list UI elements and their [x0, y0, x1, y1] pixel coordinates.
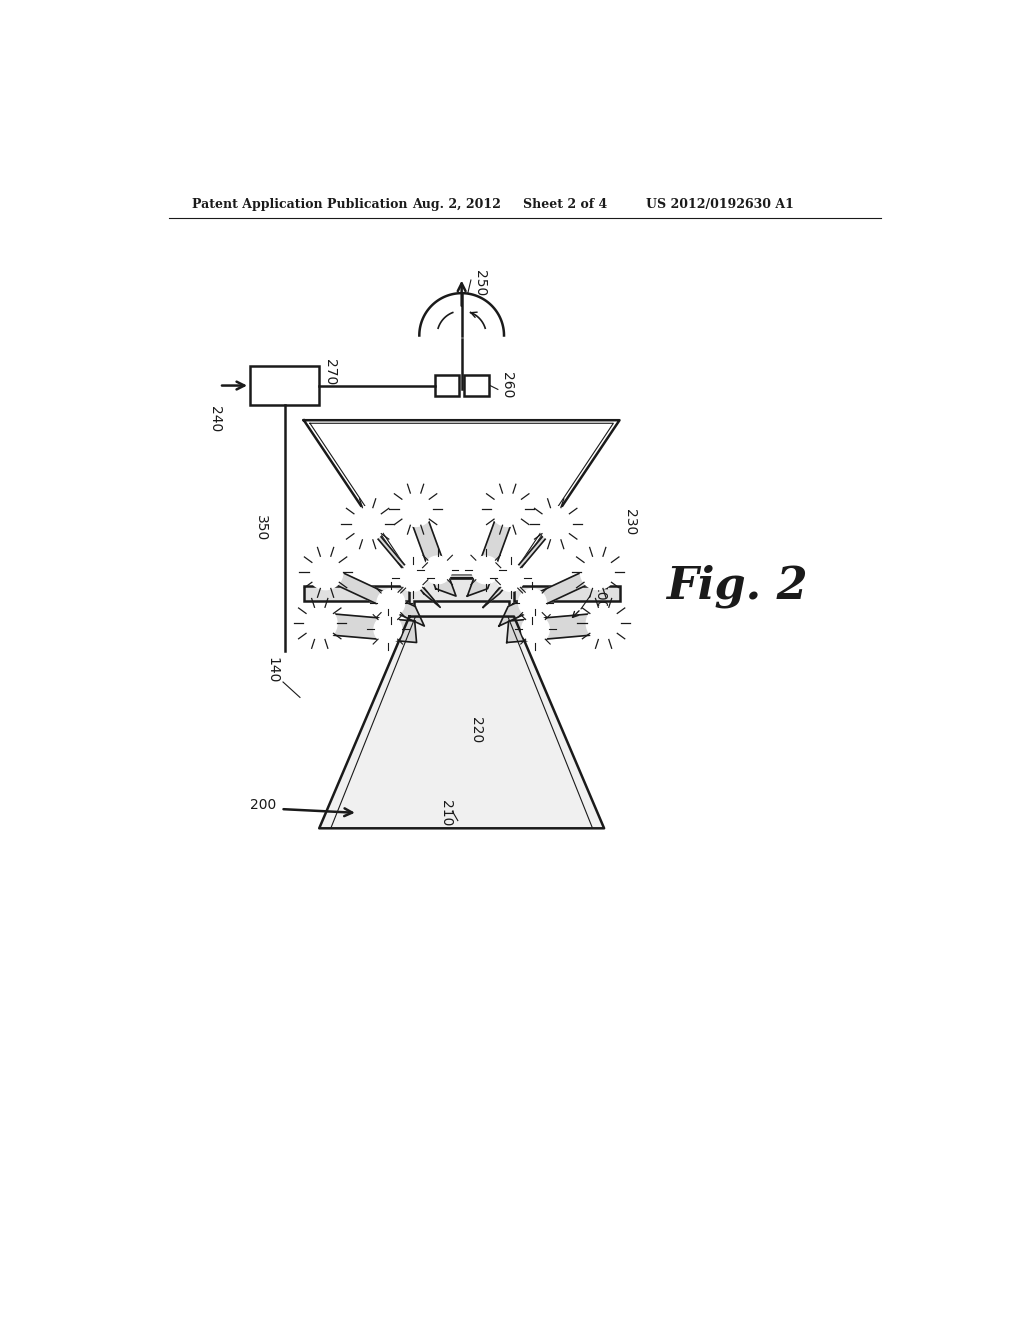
Circle shape	[594, 614, 613, 632]
Circle shape	[589, 564, 607, 582]
Bar	[250, 367, 319, 405]
Bar	[410, 578, 514, 616]
Polygon shape	[467, 506, 518, 597]
Text: 240: 240	[208, 405, 221, 432]
Polygon shape	[507, 612, 604, 643]
Text: Fig. 2: Fig. 2	[666, 564, 807, 607]
Polygon shape	[406, 506, 456, 597]
Text: 100: 100	[593, 585, 606, 610]
Polygon shape	[499, 562, 602, 626]
Bar	[464, 375, 488, 396]
Text: 230: 230	[624, 508, 637, 535]
Circle shape	[358, 515, 377, 533]
Text: 220: 220	[469, 717, 483, 743]
Text: Aug. 2, 2012: Aug. 2, 2012	[412, 198, 501, 211]
Circle shape	[547, 515, 565, 533]
Circle shape	[316, 564, 335, 582]
Text: 210: 210	[438, 800, 453, 826]
Circle shape	[472, 556, 500, 583]
Polygon shape	[319, 616, 604, 829]
Text: 140: 140	[265, 657, 280, 684]
Circle shape	[399, 564, 427, 591]
Bar	[435, 375, 460, 396]
Text: 200: 200	[250, 799, 276, 812]
Circle shape	[377, 589, 404, 616]
Polygon shape	[483, 517, 564, 607]
Text: Patent Application Publication: Patent Application Publication	[193, 198, 408, 211]
Circle shape	[407, 500, 425, 519]
Circle shape	[310, 614, 329, 632]
Polygon shape	[321, 562, 424, 626]
Circle shape	[350, 507, 385, 541]
Circle shape	[490, 492, 524, 527]
Bar	[304, 586, 620, 601]
Circle shape	[497, 564, 524, 591]
Circle shape	[539, 507, 572, 541]
Circle shape	[303, 606, 337, 640]
Bar	[414, 601, 509, 671]
Circle shape	[308, 556, 342, 589]
Circle shape	[374, 615, 401, 643]
Polygon shape	[318, 612, 417, 643]
Text: 250: 250	[473, 271, 487, 296]
Circle shape	[581, 556, 614, 589]
Text: 350: 350	[254, 515, 267, 541]
Circle shape	[499, 500, 517, 519]
Circle shape	[587, 606, 621, 640]
Text: 270: 270	[323, 359, 337, 385]
Circle shape	[518, 589, 546, 616]
Circle shape	[521, 615, 549, 643]
Text: US 2012/0192630 A1: US 2012/0192630 A1	[646, 198, 795, 211]
Polygon shape	[359, 517, 440, 607]
Circle shape	[398, 492, 432, 527]
Circle shape	[424, 556, 452, 583]
Text: 260: 260	[500, 372, 514, 399]
Text: Sheet 2 of 4: Sheet 2 of 4	[523, 198, 607, 211]
